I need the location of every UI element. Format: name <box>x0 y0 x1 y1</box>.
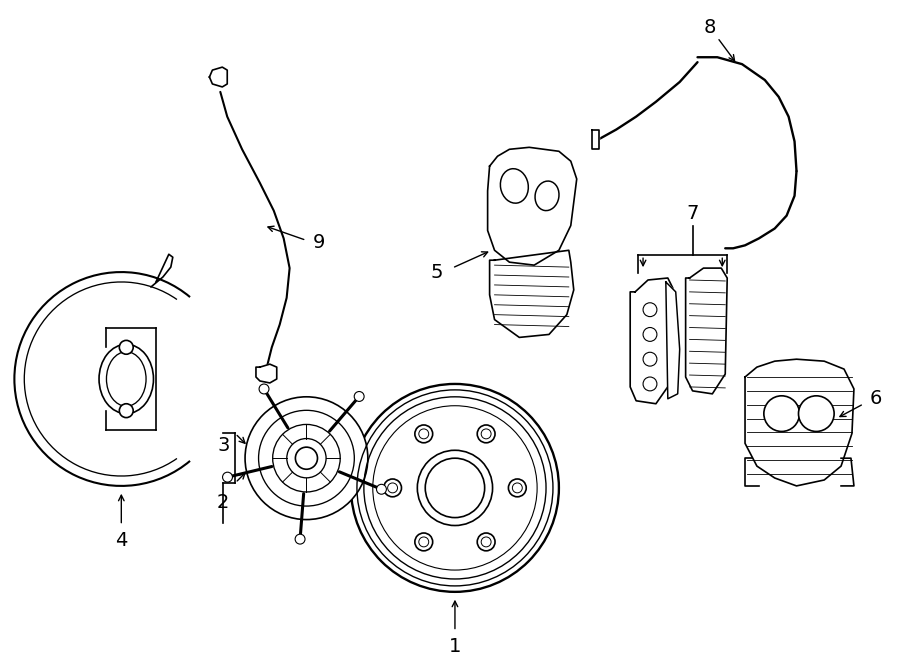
Circle shape <box>644 352 657 366</box>
Text: 9: 9 <box>313 233 326 252</box>
Text: 7: 7 <box>687 204 698 223</box>
Circle shape <box>415 533 433 551</box>
Text: 2: 2 <box>217 493 230 512</box>
Circle shape <box>644 303 657 317</box>
Text: 1: 1 <box>449 637 461 656</box>
Circle shape <box>351 384 559 592</box>
Polygon shape <box>488 147 577 265</box>
Circle shape <box>508 479 526 497</box>
Ellipse shape <box>500 169 528 203</box>
Circle shape <box>295 447 318 469</box>
Polygon shape <box>630 278 673 404</box>
Polygon shape <box>210 67 227 87</box>
Ellipse shape <box>535 181 559 211</box>
Circle shape <box>644 377 657 391</box>
Circle shape <box>259 384 269 394</box>
Text: 8: 8 <box>703 18 716 37</box>
Circle shape <box>764 396 799 432</box>
Text: 3: 3 <box>217 436 230 455</box>
Polygon shape <box>686 268 727 394</box>
Circle shape <box>383 479 401 497</box>
Circle shape <box>477 533 495 551</box>
Circle shape <box>376 485 386 494</box>
Circle shape <box>295 534 305 544</box>
Polygon shape <box>490 251 574 337</box>
Polygon shape <box>745 359 854 486</box>
Text: 4: 4 <box>115 531 128 550</box>
Circle shape <box>120 340 133 354</box>
Polygon shape <box>666 282 680 399</box>
Text: 5: 5 <box>431 262 444 282</box>
Circle shape <box>245 397 368 520</box>
Circle shape <box>477 425 495 443</box>
Circle shape <box>415 425 433 443</box>
Text: 6: 6 <box>869 389 882 408</box>
Circle shape <box>644 327 657 341</box>
Polygon shape <box>591 130 599 149</box>
Circle shape <box>418 450 492 525</box>
Circle shape <box>355 391 365 401</box>
Circle shape <box>798 396 834 432</box>
Circle shape <box>222 472 232 482</box>
Polygon shape <box>256 364 276 383</box>
Circle shape <box>120 404 133 418</box>
Ellipse shape <box>99 344 154 414</box>
